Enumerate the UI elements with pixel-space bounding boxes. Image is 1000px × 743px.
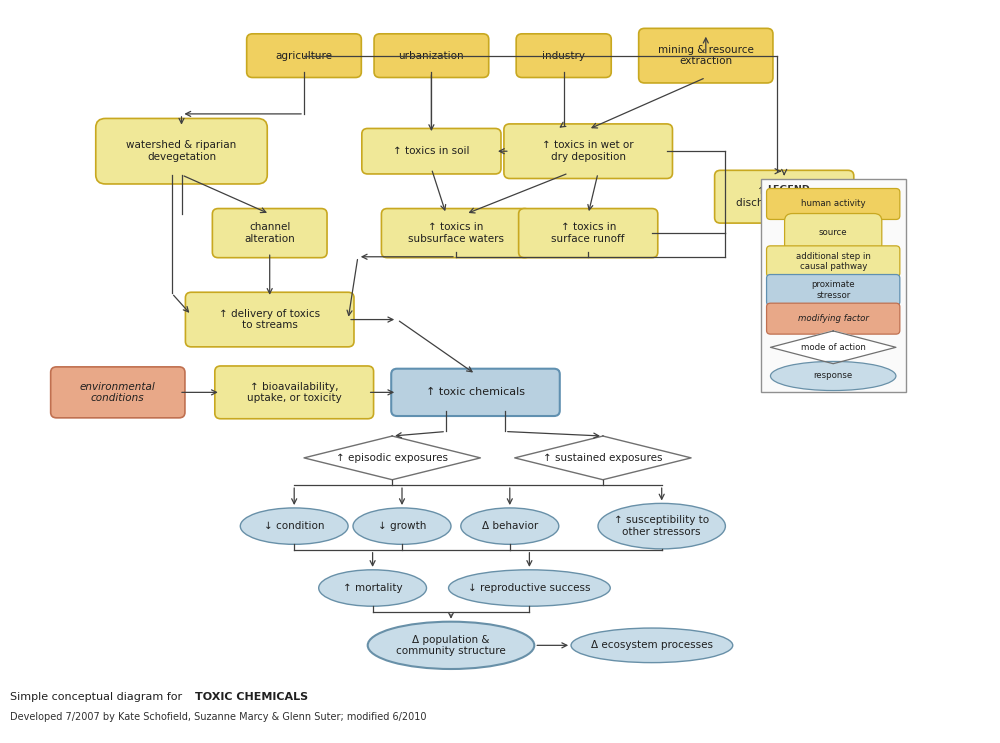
Ellipse shape (571, 628, 733, 663)
Ellipse shape (368, 622, 534, 669)
FancyBboxPatch shape (715, 170, 854, 223)
Text: Δ population &
community structure: Δ population & community structure (396, 635, 506, 656)
Text: additional step in
causal pathway: additional step in causal pathway (796, 252, 871, 271)
Text: watershed & riparian
devegetation: watershed & riparian devegetation (126, 140, 237, 162)
FancyBboxPatch shape (391, 369, 560, 416)
Text: ↑ toxics in
surface runoff: ↑ toxics in surface runoff (551, 222, 625, 244)
FancyBboxPatch shape (212, 209, 327, 258)
Text: ↑ episodic exposures: ↑ episodic exposures (336, 453, 448, 463)
Text: human activity: human activity (801, 199, 866, 209)
FancyBboxPatch shape (761, 178, 906, 392)
Text: Δ behavior: Δ behavior (482, 521, 538, 531)
Polygon shape (304, 436, 480, 480)
Text: ↓ growth: ↓ growth (378, 521, 426, 531)
Text: Δ ecosystem processes: Δ ecosystem processes (591, 640, 713, 650)
Ellipse shape (598, 503, 725, 549)
Text: ↑ toxics in soil: ↑ toxics in soil (393, 146, 470, 156)
Text: ↑ susceptibility to
other stressors: ↑ susceptibility to other stressors (614, 516, 709, 537)
FancyBboxPatch shape (639, 28, 773, 83)
FancyBboxPatch shape (185, 292, 354, 347)
Text: channel
alteration: channel alteration (244, 222, 295, 244)
FancyBboxPatch shape (767, 189, 900, 219)
FancyBboxPatch shape (381, 209, 530, 258)
Ellipse shape (449, 570, 610, 606)
FancyBboxPatch shape (247, 34, 361, 77)
Text: urbanization: urbanization (399, 51, 464, 61)
Ellipse shape (770, 361, 896, 391)
Text: ↑ toxics in
subsurface waters: ↑ toxics in subsurface waters (408, 222, 504, 244)
FancyBboxPatch shape (785, 213, 882, 252)
Text: agriculture: agriculture (276, 51, 332, 61)
Polygon shape (515, 436, 691, 480)
Text: TOXIC CHEMICALS: TOXIC CHEMICALS (195, 692, 308, 702)
Text: ↑ toxics in wet or
dry deposition: ↑ toxics in wet or dry deposition (542, 140, 634, 162)
FancyBboxPatch shape (767, 274, 900, 305)
Text: Simple conceptual diagram for: Simple conceptual diagram for (10, 692, 186, 702)
Text: ↑ sustained exposures: ↑ sustained exposures (543, 453, 663, 463)
Ellipse shape (461, 508, 559, 545)
Text: modifying factor: modifying factor (798, 314, 869, 323)
FancyBboxPatch shape (96, 118, 267, 184)
Text: response: response (814, 372, 853, 380)
Text: industry: industry (542, 51, 585, 61)
Text: source: source (819, 228, 848, 237)
FancyBboxPatch shape (516, 34, 611, 77)
Text: ↑ toxic chemicals: ↑ toxic chemicals (426, 387, 525, 398)
Text: LEGEND: LEGEND (768, 185, 810, 194)
Ellipse shape (319, 570, 426, 606)
Text: environmental
conditions: environmental conditions (80, 382, 156, 403)
FancyBboxPatch shape (767, 246, 900, 277)
FancyBboxPatch shape (519, 209, 658, 258)
FancyBboxPatch shape (362, 129, 501, 174)
FancyBboxPatch shape (51, 367, 185, 418)
FancyBboxPatch shape (215, 366, 374, 419)
Text: mining & resource
extraction: mining & resource extraction (658, 45, 754, 66)
Ellipse shape (353, 508, 451, 545)
FancyBboxPatch shape (767, 303, 900, 334)
FancyBboxPatch shape (504, 124, 672, 178)
Text: ↑ mortality: ↑ mortality (343, 583, 402, 593)
Text: ↑ delivery of toxics
to streams: ↑ delivery of toxics to streams (219, 309, 320, 331)
Text: ↓ condition: ↓ condition (264, 521, 324, 531)
Text: mode of action: mode of action (801, 343, 866, 352)
Text: ↓ reproductive success: ↓ reproductive success (468, 583, 591, 593)
Polygon shape (770, 331, 896, 363)
Ellipse shape (240, 508, 348, 545)
FancyBboxPatch shape (374, 34, 489, 77)
Text: proximate
stressor: proximate stressor (811, 280, 855, 299)
Text: ↑ toxics in
discharged waters: ↑ toxics in discharged waters (736, 186, 832, 207)
Text: ↑ bioavailability,
uptake, or toxicity: ↑ bioavailability, uptake, or toxicity (247, 382, 342, 403)
Text: Developed 7/2007 by Kate Schofield, Suzanne Marcy & Glenn Suter; modified 6/2010: Developed 7/2007 by Kate Schofield, Suza… (10, 713, 426, 722)
